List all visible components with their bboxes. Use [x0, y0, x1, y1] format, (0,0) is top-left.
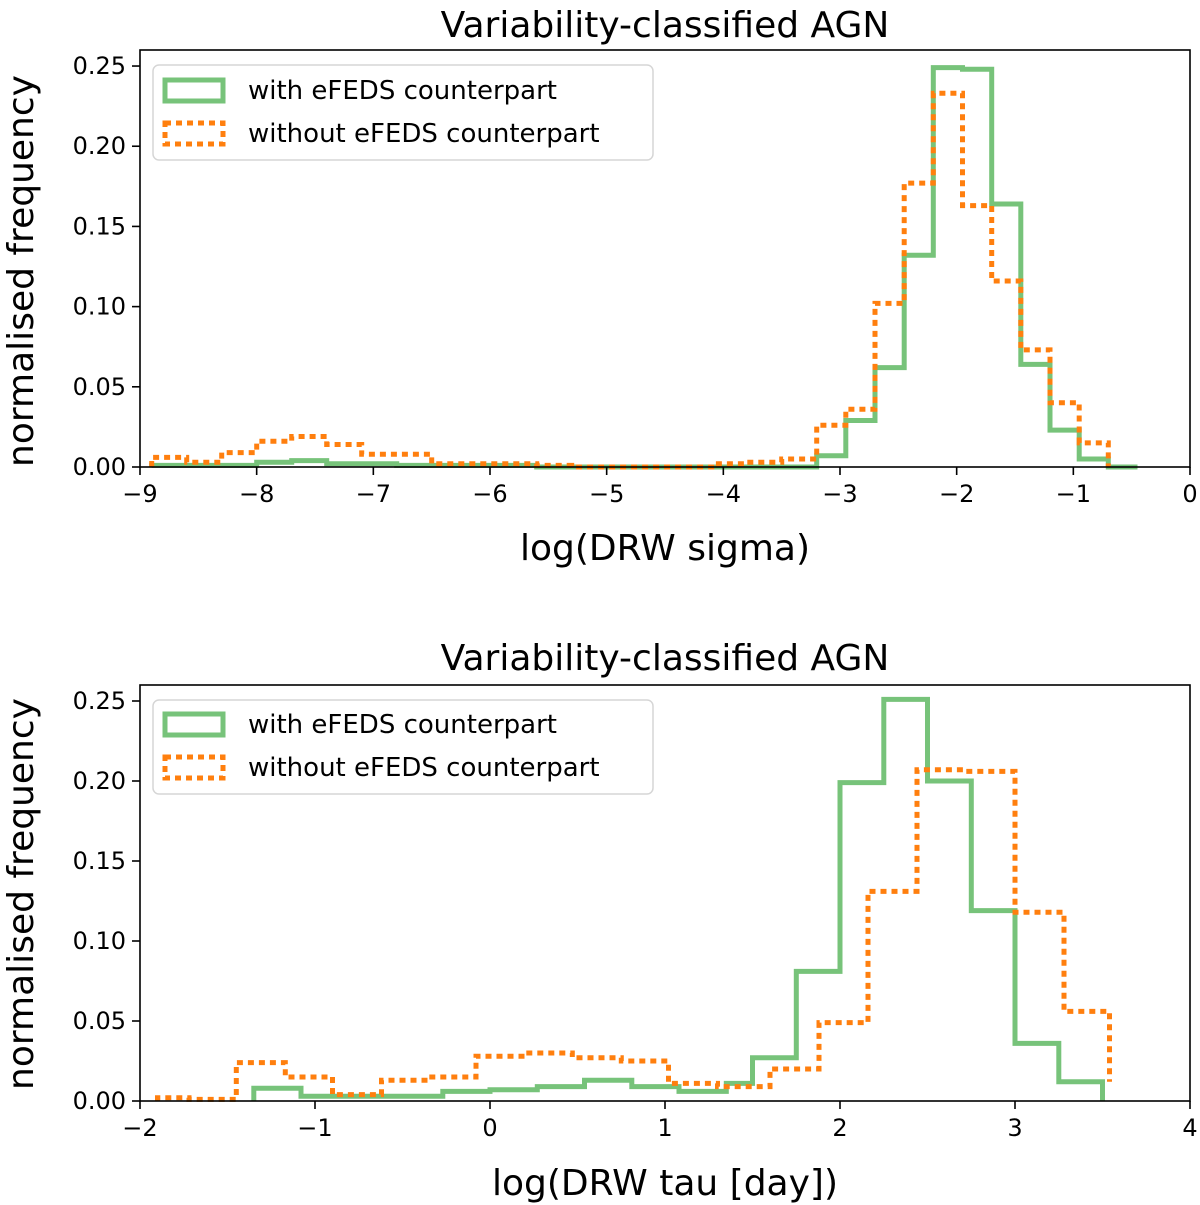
x-tick-label: 1 [657, 1114, 672, 1142]
legend-label-without: without eFEDS counterpart [248, 119, 600, 149]
x-tick-label: −9 [122, 480, 157, 508]
y-tick-label: 0.05 [73, 1007, 126, 1035]
x-tick-label: −3 [822, 480, 857, 508]
histogram-series-without-efeds [149, 90, 1111, 470]
y-tick-label: 0.15 [73, 847, 126, 875]
x-tick-label: −8 [239, 480, 274, 508]
x-tick-label: 0 [1182, 480, 1197, 508]
y-axis-label: normalised frequency [1, 698, 42, 1090]
chart-title: Variability-classified AGN [441, 638, 890, 679]
chart-title: Variability-classified AGN [441, 5, 890, 46]
x-tick-label: −1 [1056, 480, 1091, 508]
legend-label-with: with eFEDS counterpart [248, 710, 557, 740]
histogram-series-without-efeds [155, 767, 1112, 1102]
x-tick-label: −1 [297, 1114, 332, 1142]
legend-label-with: with eFEDS counterpart [248, 76, 557, 106]
x-tick-label: −5 [589, 480, 624, 508]
legend: with eFEDS counterpart without eFEDS cou… [152, 64, 654, 161]
x-tick-label: 0 [482, 1114, 497, 1142]
plot-area: −9 −8 −7 −6 −5 −4 −3 −2 −1 0 0.00 0.05 0.10 0.15 0.20 0… [73, 49, 1198, 508]
legend-swatch-with [162, 77, 226, 104]
plot-area: −2 −1 0 1 2 3 4 0.00 0.05 0.10 0.15 0.20 0.25 [73, 684, 1198, 1142]
legend-frame [152, 699, 654, 795]
y-tick-label: 0.20 [73, 767, 126, 795]
legend: with eFEDS counterpart without eFEDS cou… [152, 699, 654, 795]
x-tick-label: −4 [706, 480, 741, 508]
x-tick-label: −6 [472, 480, 507, 508]
x-tick-label: −2 [939, 480, 974, 508]
y-tick-label: 0.25 [73, 687, 126, 715]
x-axis-label: log(DRW sigma) [520, 528, 810, 569]
y-tick-label: 0.00 [73, 1087, 126, 1115]
x-tick-label: 4 [1182, 1114, 1197, 1142]
y-tick-label: 0.25 [73, 52, 126, 80]
y-tick-label: 0.15 [73, 212, 126, 240]
x-tick-label: 3 [1007, 1114, 1022, 1142]
y-axis-label: normalised frequency [1, 75, 42, 467]
legend-label-without: without eFEDS counterpart [248, 753, 600, 783]
axes-frame [139, 49, 1191, 468]
legend-swatch-without [162, 754, 226, 781]
legend-swatch-with [162, 711, 226, 738]
x-axis-label: log(DRW tau [day]) [492, 1163, 838, 1204]
x-tick-label: −2 [122, 1114, 157, 1142]
panel-log-drw-tau: Variability-classified AGN −2 −1 0 1 2 3 4 0.00… [1, 638, 1198, 1204]
x-tick-label: −7 [356, 480, 391, 508]
y-tick-label: 0.05 [73, 373, 126, 401]
y-tick-label: 0.20 [73, 132, 126, 160]
y-tick-label: 0.10 [73, 293, 126, 321]
legend-frame [152, 64, 654, 161]
y-tick-label: 0.00 [73, 453, 126, 481]
legend-swatch-without [162, 120, 226, 147]
panel-log-drw-sigma: Variability-classified AGN −9 −8 −7 −6 −5 −4−… [1, 5, 1198, 569]
y-tick-label: 0.10 [73, 927, 126, 955]
x-tick-label: 2 [832, 1114, 847, 1142]
